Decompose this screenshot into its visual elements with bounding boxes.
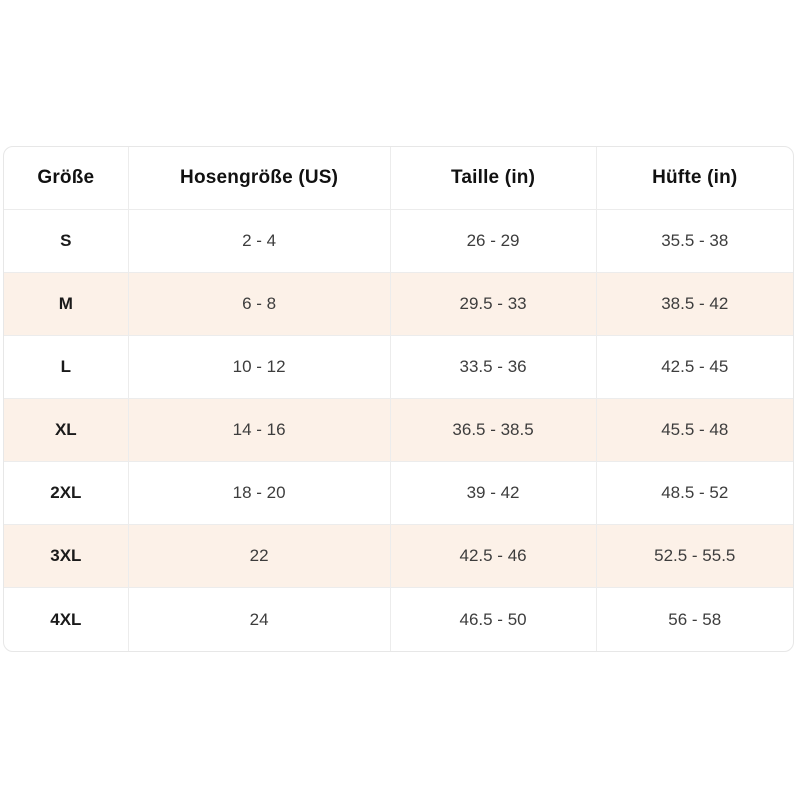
waist-cell: 26 - 29	[390, 210, 597, 273]
waist-cell: 29.5 - 33	[390, 273, 597, 336]
size-label: L	[4, 336, 129, 399]
size-label: S	[4, 210, 129, 273]
size-chart-table: Größe Hosengröße (US) Taille (in) Hüfte …	[4, 147, 793, 651]
pants-size-cell: 24	[129, 588, 391, 651]
pants-size-cell: 6 - 8	[128, 273, 391, 336]
column-header-pants-size: Hosengröße (US)	[128, 147, 391, 210]
pants-size-cell: 2 - 4	[128, 210, 391, 273]
table-row-2xl: 2XL 18 - 20 39 - 42 48.5 - 52	[4, 462, 793, 525]
hip-cell: 48.5 - 52	[596, 462, 793, 525]
table-row-3xl: 3XL 22 42.5 - 46 52.5 - 55.5	[4, 525, 793, 588]
hip-cell: 56 - 58	[668, 609, 722, 629]
table-row-xl: XL 14 - 16 36.5 - 38.5 45.5 - 48	[4, 399, 793, 462]
hip-cell: 38.5 - 42	[596, 273, 793, 336]
table-row-l: L 10 - 12 33.5 - 36 42.5 - 45	[4, 336, 793, 399]
waist-cell: 39 - 42	[390, 462, 597, 525]
hip-cell: 52.5 - 55.5	[596, 525, 793, 588]
size-chart-container: Größe Hosengröße (US) Taille (in) Hüfte …	[3, 146, 794, 652]
waist-cell: 46.5 - 50	[391, 588, 597, 651]
table-row-4xl: 4XL 24 46.5 - 50 56 - 58	[4, 588, 793, 651]
hip-cell: 45.5 - 48	[596, 399, 793, 462]
size-label: M	[4, 273, 129, 336]
header-row: Größe Hosengröße (US) Taille (in) Hüfte …	[4, 147, 793, 210]
pants-size-cell: 18 - 20	[128, 462, 391, 525]
waist-cell: 42.5 - 46	[390, 525, 597, 588]
pants-size-cell: 22	[128, 525, 391, 588]
size-label: XL	[4, 399, 129, 462]
hip-cell: 42.5 - 45	[596, 336, 793, 399]
pants-size-cell: 14 - 16	[128, 399, 391, 462]
waist-cell: 33.5 - 36	[390, 336, 597, 399]
size-label: 3XL	[4, 525, 129, 588]
waist-cell: 36.5 - 38.5	[390, 399, 597, 462]
column-header-waist: Taille (in)	[390, 147, 597, 210]
column-header-hip: Hüfte (in)	[596, 147, 793, 210]
size-label: 4XL	[4, 588, 129, 651]
hip-cell: 35.5 - 38	[596, 210, 793, 273]
column-header-size: Größe	[4, 147, 129, 210]
pants-size-cell: 10 - 12	[128, 336, 391, 399]
table-row-s: S 2 - 4 26 - 29 35.5 - 38	[4, 210, 793, 273]
table-row-m: M 6 - 8 29.5 - 33 38.5 - 42	[4, 273, 793, 336]
size-label: 2XL	[4, 462, 129, 525]
